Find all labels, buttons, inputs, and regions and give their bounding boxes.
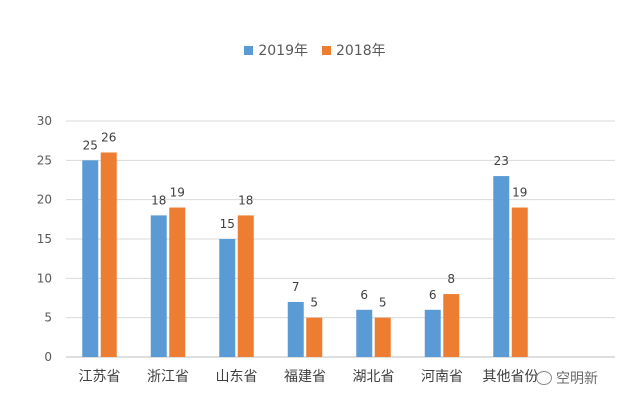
wechat-icon	[536, 371, 552, 385]
x-tick-label: 浙江省	[147, 369, 189, 385]
legend-label-2019: 2019年	[258, 43, 308, 59]
bar	[424, 309, 441, 357]
y-tick-label: 0	[44, 350, 52, 364]
bar	[443, 294, 460, 357]
y-tick-label: 5	[44, 311, 52, 325]
bar	[374, 317, 391, 357]
bar	[511, 207, 528, 357]
x-tick-label: 山东省	[216, 369, 258, 385]
data-label: 19	[170, 186, 185, 200]
data-label: 6	[360, 288, 368, 302]
data-label: 26	[101, 130, 116, 144]
data-label: 25	[83, 138, 98, 152]
bar	[100, 152, 117, 357]
legend-item-2018: 2018年	[322, 40, 386, 60]
bar	[82, 160, 99, 357]
legend-label-2018: 2018年	[336, 43, 386, 59]
x-tick-label: 河南省	[421, 369, 463, 385]
y-tick-label: 25	[37, 153, 52, 167]
data-label: 7	[292, 280, 300, 294]
chart-legend: 2019年 2018年	[0, 40, 630, 60]
data-label: 23	[494, 154, 509, 168]
bar	[306, 317, 323, 357]
bar	[169, 207, 186, 357]
watermark: 空明新	[536, 368, 598, 388]
data-label: 5	[379, 296, 387, 310]
x-tick-label: 湖北省	[353, 369, 395, 385]
legend-swatch-2018	[322, 45, 331, 55]
x-tick-label: 福建省	[284, 369, 326, 385]
data-label: 15	[220, 217, 235, 231]
data-label: 5	[310, 296, 318, 310]
bar	[493, 176, 510, 357]
bar	[237, 215, 254, 357]
data-label: 19	[512, 186, 527, 200]
x-tick-label: 江苏省	[79, 369, 121, 385]
bar	[356, 309, 373, 357]
data-label: 18	[238, 193, 253, 207]
y-tick-label: 20	[37, 193, 52, 207]
legend-item-2019: 2019年	[244, 40, 308, 60]
x-tick-label: 其他省份	[483, 369, 539, 385]
y-tick-label: 30	[37, 114, 52, 128]
bar	[219, 239, 236, 357]
bar	[150, 215, 167, 357]
y-tick-label: 10	[37, 271, 52, 285]
watermark-text: 空明新	[556, 371, 598, 387]
bar	[287, 301, 304, 357]
data-label: 8	[447, 272, 455, 286]
data-label: 18	[151, 193, 166, 207]
y-tick-label: 15	[37, 232, 52, 246]
legend-swatch-2019	[244, 45, 254, 55]
data-label: 6	[429, 288, 437, 302]
